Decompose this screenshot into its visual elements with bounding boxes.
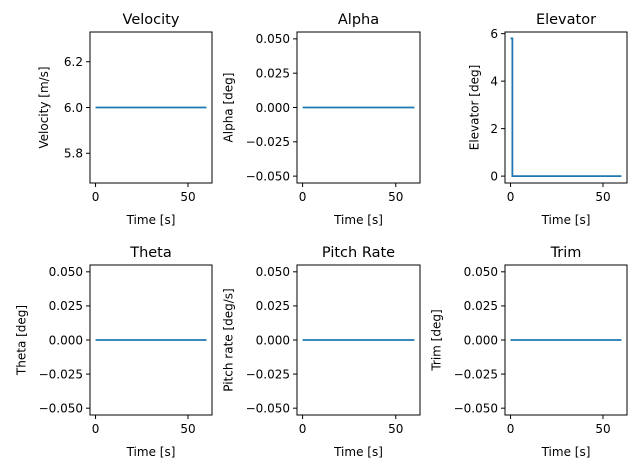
chart-trim: Trim 0 50 −0.050 −0.025 0.000 0.025 0.050 Time [… — [429, 245, 628, 459]
chart-trim-xtick-label: 0 — [507, 422, 515, 436]
chart-velocity-title: Velocity — [123, 12, 180, 28]
chart-velocity-ytick-label: 6.0 — [64, 101, 83, 115]
chart-theta-ytick-label: 0.050 — [49, 265, 83, 279]
chart-pitch-rate-title: Pitch Rate — [322, 245, 395, 261]
chart-theta-xlabel: Time [s] — [126, 445, 176, 459]
chart-trim-xlabel: Time [s] — [541, 445, 591, 459]
chart-velocity-ytick-label: 6.2 — [64, 55, 83, 69]
chart-theta: Theta 0 50 −0.050 −0.025 0.000 0.025 0.050 Time … — [14, 245, 213, 459]
chart-theta-ytick-label: 0.025 — [49, 299, 83, 313]
chart-elevator-axes-frame — [504, 31, 628, 184]
chart-theta-xtick-label: 0 — [92, 422, 100, 436]
chart-pitch-rate-ytick-label: 0.025 — [256, 299, 290, 313]
chart-trim-ytick-label: 0.000 — [464, 333, 498, 347]
chart-elevator-ylabel: Elevator [deg] — [467, 65, 481, 151]
chart-velocity-xtick-label: 50 — [180, 190, 195, 204]
chart-elevator-ytick-label: 0 — [490, 169, 498, 183]
chart-theta-ytick-label: 0.000 — [49, 333, 83, 347]
chart-alpha-ytick-label: 0.025 — [256, 66, 290, 80]
chart-pitch-rate-xlabel: Time [s] — [333, 445, 383, 459]
chart-elevator-ytick-label: 6 — [490, 27, 498, 41]
chart-pitch-rate-ylabel: Pitch rate [deg/s] — [221, 288, 235, 392]
chart-elevator-ytick-label: 2 — [490, 122, 498, 136]
chart-velocity-xlabel: Time [s] — [126, 213, 176, 227]
chart-theta-ylabel: Theta [deg] — [14, 305, 28, 376]
chart-elevator-title: Elevator — [536, 12, 596, 28]
chart-pitch-rate-ytick-label: 0.050 — [256, 265, 290, 279]
chart-theta-ytick-label: −0.050 — [39, 401, 83, 415]
chart-trim-ytick-label: 0.050 — [464, 265, 498, 279]
chart-trim-ytick-label: 0.025 — [464, 299, 498, 313]
chart-alpha-xtick-label: 50 — [388, 190, 403, 204]
chart-alpha-ytick-label: −0.050 — [246, 169, 290, 183]
chart-trim-ytick-label: −0.050 — [454, 401, 498, 415]
chart-alpha-ytick-label: −0.025 — [246, 135, 290, 149]
chart-pitch-rate-ytick-label: −0.025 — [246, 367, 290, 381]
chart-velocity: Velocity 0 50 5.8 6.0 6.2 Time [s] Velocity [m/… — [37, 12, 213, 227]
chart-alpha-ylabel: Alpha [deg] — [221, 73, 235, 143]
chart-pitch-rate: Pitch Rate 0 50 −0.050 −0.025 0.000 0.025 0.050… — [221, 245, 421, 459]
chart-alpha-ytick-label: 0.000 — [256, 101, 290, 115]
chart-elevator: Elevator 0 50 0 2 4 6 Time [s] Elevator [deg] — [467, 12, 628, 227]
chart-alpha-ytick-label: 0.050 — [256, 32, 290, 46]
chart-pitch-rate-ytick-label: −0.050 — [246, 401, 290, 415]
chart-theta-title: Theta — [129, 245, 172, 261]
chart-velocity-ylabel: Velocity [m/s] — [37, 66, 51, 148]
chart-elevator-xlabel: Time [s] — [541, 213, 591, 227]
chart-trim-ytick-label: −0.025 — [454, 367, 498, 381]
chart-elevator-series-line — [510, 37, 622, 178]
chart-alpha-title: Alpha — [338, 12, 379, 28]
chart-trim-xtick-label: 50 — [595, 422, 610, 436]
chart-elevator-ytick-label: 4 — [490, 74, 498, 88]
chart-alpha-xlabel: Time [s] — [333, 213, 383, 227]
chart-elevator-xtick-label: 50 — [595, 190, 610, 204]
chart-pitch-rate-xtick-label: 0 — [299, 422, 307, 436]
chart-pitch-rate-ytick-label: 0.000 — [256, 333, 290, 347]
chart-pitch-rate-xtick-label: 50 — [388, 422, 403, 436]
chart-velocity-xtick-label: 0 — [92, 190, 100, 204]
chart-trim-ylabel: Trim [deg] — [429, 309, 443, 371]
chart-theta-ytick-label: −0.025 — [39, 367, 83, 381]
chart-alpha: Alpha 0 50 −0.050 −0.025 0.000 0.025 0.050 Time … — [221, 12, 421, 227]
chart-velocity-ytick-label: 5.8 — [64, 147, 83, 161]
chart-elevator-xtick-label: 0 — [507, 190, 515, 204]
chart-theta-xtick-label: 50 — [180, 422, 195, 436]
chart-alpha-xtick-label: 0 — [299, 190, 307, 204]
chart-trim-title: Trim — [550, 245, 582, 261]
